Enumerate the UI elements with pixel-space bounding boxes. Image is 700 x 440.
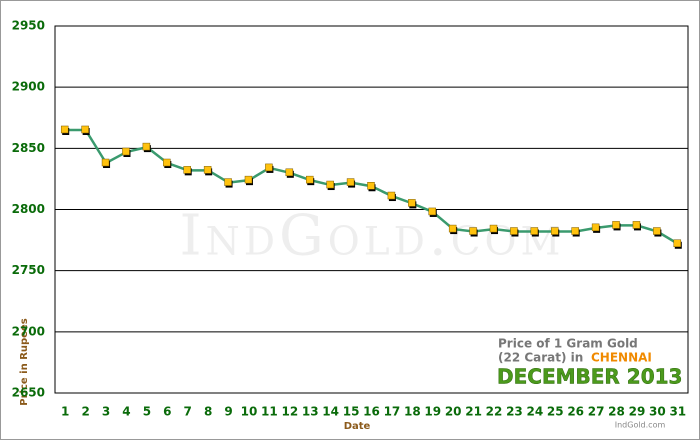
x-tick-label: 10: [241, 405, 258, 419]
watermark: IndGold.com: [180, 204, 565, 269]
y-tick-label: 2950: [12, 19, 45, 33]
marker: [367, 182, 375, 190]
note-period: DECEMBER 2013: [497, 365, 682, 389]
x-tick-label: 1: [61, 405, 69, 419]
marker: [142, 142, 151, 151]
marker: [551, 227, 559, 235]
x-tick-label: 30: [649, 405, 666, 419]
y-tick-label: 2800: [12, 202, 45, 216]
x-tick-label: 21: [465, 405, 482, 419]
x-tick-label: 13: [302, 405, 319, 419]
marker: [489, 224, 498, 233]
marker: [448, 224, 457, 233]
x-tick-label: 24: [527, 405, 544, 419]
marker: [60, 125, 69, 134]
marker: [285, 168, 294, 177]
x-tick-label: 2: [81, 405, 89, 419]
marker: [305, 175, 314, 184]
note-city: CHENNAI: [591, 351, 652, 365]
marker: [81, 125, 89, 134]
marker: [632, 221, 641, 229]
marker: [224, 178, 232, 186]
x-axis-title: Date: [344, 421, 371, 432]
marker: [510, 227, 518, 235]
x-tick-label: 3: [102, 405, 110, 419]
x-tick-label: 18: [404, 405, 421, 419]
marker: [428, 207, 437, 216]
x-tick-label: 16: [363, 405, 380, 419]
note-box: [490, 332, 680, 392]
x-tick-label: 15: [343, 405, 360, 419]
x-tick-label: 14: [322, 405, 339, 419]
x-tick-label: 7: [184, 405, 192, 419]
x-tick-label: 11: [261, 405, 278, 419]
marker: [673, 239, 682, 248]
x-tick-label: 25: [547, 405, 564, 419]
marker: [612, 221, 620, 229]
marker: [101, 158, 110, 167]
x-tick-label: 8: [204, 405, 212, 419]
y-tick-label: 2700: [12, 324, 45, 338]
x-tick-label: 20: [445, 405, 462, 419]
y-tick-label: 2650: [12, 386, 45, 400]
x-tick-label: 26: [567, 405, 584, 419]
marker: [571, 227, 579, 235]
marker: [469, 227, 477, 235]
y-tick-label: 2900: [12, 80, 45, 94]
note-line1: Price of 1 Gram Gold: [498, 337, 638, 351]
y-tick-label: 2750: [12, 263, 45, 277]
x-tick-label: 31: [669, 405, 686, 419]
x-tick-label: 5: [143, 405, 151, 419]
x-tick-label: 12: [281, 405, 298, 419]
x-tick-label: 4: [122, 405, 130, 419]
marker: [203, 166, 212, 174]
y-axis-title: Price in Rupees: [19, 318, 30, 405]
y-tick-label: 2850: [12, 141, 45, 155]
x-tick-label: 28: [608, 405, 625, 419]
x-tick-label: 27: [588, 405, 605, 419]
x-tick-label: 29: [629, 405, 646, 419]
site-label: IndGold.com: [615, 421, 666, 430]
marker: [122, 147, 130, 156]
marker: [653, 227, 661, 235]
marker: [326, 180, 334, 189]
marker: [530, 227, 539, 235]
marker: [346, 178, 355, 186]
x-tick-label: 22: [486, 405, 503, 419]
marker: [387, 191, 396, 200]
note-line2: (22 Carat) in: [498, 351, 583, 365]
marker: [408, 199, 416, 207]
marker: [244, 175, 253, 184]
x-tick-label: 9: [224, 405, 232, 419]
x-tick-label: 23: [506, 405, 523, 419]
marker: [183, 166, 191, 174]
marker: [163, 158, 171, 167]
x-tick-label: 19: [424, 405, 441, 419]
x-tick-label: 17: [384, 405, 401, 419]
x-tick-label: 6: [163, 405, 171, 419]
marker: [265, 163, 273, 172]
marker: [591, 223, 600, 232]
